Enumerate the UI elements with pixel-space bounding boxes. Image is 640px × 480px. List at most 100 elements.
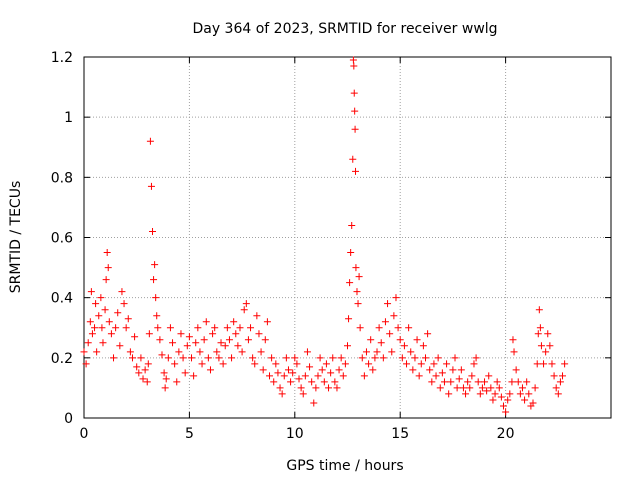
data-point: [419, 342, 427, 350]
data-point: [534, 330, 542, 338]
data-point: [297, 384, 305, 392]
data-point: [367, 336, 375, 344]
data-point: [362, 348, 370, 356]
x-tick-label: 5: [185, 426, 194, 442]
chart-title: Day 364 of 2023, SRMTID for receiver wwl…: [192, 21, 497, 37]
data-point: [556, 378, 564, 386]
data-point: [107, 330, 115, 338]
data-point: [354, 300, 362, 308]
data-point: [559, 372, 567, 380]
data-point: [87, 288, 95, 296]
data-point: [371, 354, 379, 362]
data-point: [478, 384, 486, 392]
data-point: [365, 360, 373, 368]
data-point: [351, 125, 359, 133]
data-point: [287, 378, 295, 386]
data-point: [110, 354, 118, 362]
data-point: [105, 318, 113, 326]
data-point: [384, 300, 392, 308]
data-point: [247, 324, 255, 332]
data-point: [225, 336, 233, 344]
data-point: [270, 378, 278, 386]
data-point: [268, 354, 276, 362]
data-point: [253, 312, 261, 320]
data-point: [426, 366, 434, 374]
data-point: [474, 378, 482, 386]
data-point: [525, 390, 533, 398]
data-point: [101, 306, 109, 314]
data-point: [213, 348, 221, 356]
data-point: [126, 348, 134, 356]
data-point: [550, 372, 558, 380]
data-point: [95, 312, 103, 320]
data-point: [353, 288, 361, 296]
data-point: [236, 324, 244, 332]
x-tick-label: 0: [80, 426, 89, 442]
data-point: [476, 390, 484, 398]
data-point: [144, 360, 152, 368]
data-point: [153, 312, 161, 320]
data-point: [509, 336, 517, 344]
data-point: [337, 354, 345, 362]
data-point: [403, 360, 411, 368]
data-point: [529, 399, 537, 407]
data-point: [502, 408, 510, 416]
data-point: [118, 288, 126, 296]
data-point: [194, 324, 202, 332]
data-point: [196, 348, 204, 356]
grid: [84, 57, 611, 418]
data-point: [341, 360, 349, 368]
data-point: [175, 348, 183, 356]
data-point: [546, 342, 554, 350]
data-point: [161, 384, 169, 392]
data-point: [434, 354, 442, 362]
data-point: [204, 354, 212, 362]
y-tick-label: 0.6: [51, 231, 73, 247]
data-point: [147, 182, 155, 190]
data-point: [493, 378, 501, 386]
data-point: [314, 372, 322, 380]
y-tick-label: 1.2: [51, 50, 73, 66]
data-point: [284, 366, 292, 374]
data-point: [348, 221, 356, 229]
data-point: [508, 378, 516, 386]
x-tick-label: 10: [286, 426, 304, 442]
x-tick-label: 15: [391, 426, 409, 442]
data-point: [137, 354, 145, 362]
data-point: [103, 249, 111, 257]
data-point: [295, 375, 303, 383]
data-point: [481, 378, 489, 386]
data-point: [171, 360, 179, 368]
data-point: [457, 366, 465, 374]
data-point: [188, 354, 196, 362]
data-point: [84, 339, 92, 347]
data-point: [415, 372, 423, 380]
data-point: [472, 354, 480, 362]
data-point: [102, 276, 110, 284]
data-point: [548, 360, 556, 368]
data-point: [489, 396, 497, 404]
data-point: [280, 372, 288, 380]
data-point: [306, 363, 314, 371]
x-axis: 0 5 10 15 20: [80, 57, 515, 442]
y-axis: 0 0.2 0.4 0.6 0.8 1 1.2: [51, 50, 611, 427]
data-point: [349, 155, 357, 163]
data-point: [162, 375, 170, 383]
data-point: [516, 390, 524, 398]
data-point: [451, 354, 459, 362]
data-point: [211, 324, 219, 332]
data-point: [468, 372, 476, 380]
data-point: [291, 354, 299, 362]
data-point: [217, 339, 225, 347]
data-point: [93, 348, 101, 356]
data-point: [240, 306, 248, 314]
data-point: [396, 336, 404, 344]
data-point: [116, 342, 124, 350]
data-point: [499, 402, 507, 410]
data-point: [257, 348, 265, 356]
data-point: [263, 318, 271, 326]
data-point: [198, 360, 206, 368]
data-point: [381, 318, 389, 326]
data-point: [447, 378, 455, 386]
data-point: [133, 363, 141, 371]
